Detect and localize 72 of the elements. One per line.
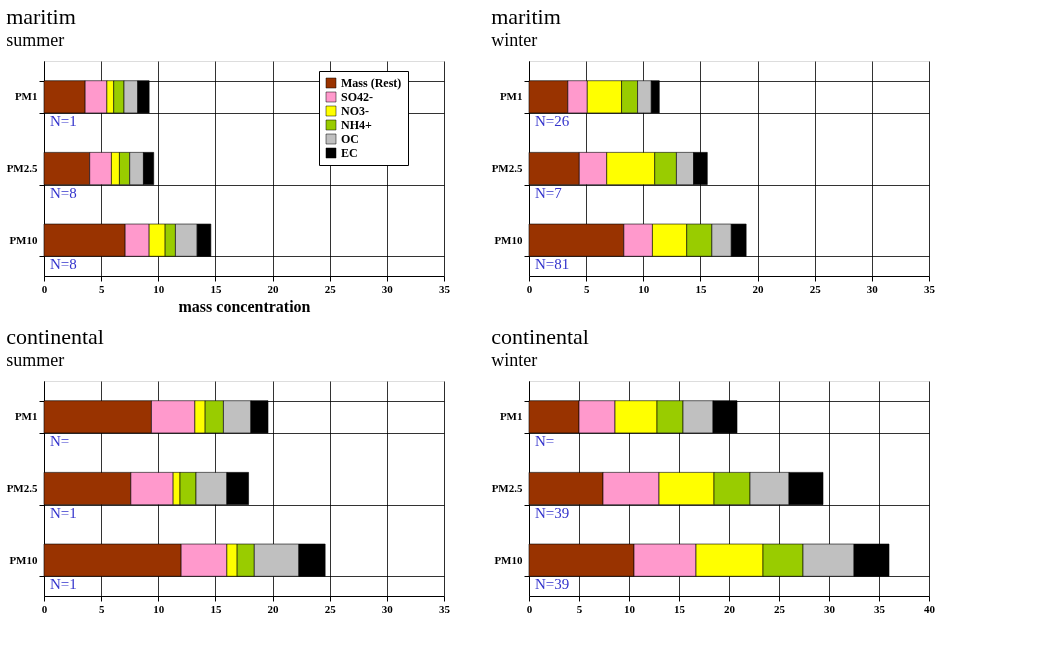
x-tick-label: 30 — [824, 602, 836, 615]
annotation: N=39 — [535, 576, 570, 593]
annotation: N=81 — [535, 256, 570, 273]
y-tick-label: PM10 — [494, 553, 523, 566]
x-tick-label: 15 — [695, 282, 707, 295]
x-tick-label: 15 — [210, 282, 222, 295]
legend-label: EC — [341, 146, 358, 160]
y-tick-label: PM2.5 — [6, 162, 38, 174]
legend-label: Mass (Rest) — [341, 76, 402, 90]
annotation: N= — [50, 432, 70, 449]
x-tick-label: 30 — [866, 282, 879, 295]
annotation: N=8 — [50, 184, 77, 201]
x-tick-label: 40 — [924, 602, 936, 615]
x-tick-label: 10 — [153, 602, 165, 615]
x-tick-label: 5 — [98, 602, 105, 615]
x-tick-label: 35 — [439, 282, 451, 295]
y-tick-label: PM1 — [499, 410, 523, 423]
x-tick-label: 5 — [583, 282, 590, 295]
x-tick-label: 35 — [874, 602, 886, 615]
annotation: N=1 — [50, 576, 77, 593]
annotation: N=26 — [535, 112, 570, 129]
annotation: N=1 — [50, 112, 77, 129]
x-tick-label: 25 — [774, 602, 786, 615]
x-tick-label: 0 — [41, 282, 48, 295]
x-tick-label: 0 — [41, 602, 48, 615]
y-tick-label: PM1 — [499, 90, 523, 103]
y-tick-label: PM10 — [494, 233, 523, 246]
y-tick-label: PM2.5 — [6, 482, 38, 494]
x-tick-label: 20 — [724, 602, 736, 615]
x-tick-label: 35 — [439, 602, 451, 615]
x-tick-label: 0 — [526, 282, 533, 295]
x-tick-label: 20 — [752, 282, 765, 295]
annotation: N= — [535, 432, 555, 449]
x-tick-label: 10 — [624, 602, 636, 615]
x-tick-label: 20 — [267, 602, 280, 615]
chart-title: continental — [491, 324, 589, 349]
x-tick-label: 25 — [809, 282, 822, 295]
legend-label: SO42- — [341, 90, 374, 104]
y-tick-label: PM2.5 — [491, 482, 523, 494]
y-tick-label: PM1 — [14, 90, 38, 103]
y-tick-label: PM10 — [9, 233, 38, 246]
y-tick-label: PM1 — [14, 410, 38, 423]
chart-subtitle: summer — [6, 350, 65, 370]
chart-title: maritim — [6, 4, 76, 29]
x-tick-label: 30 — [381, 282, 394, 295]
x-tick-label: 20 — [267, 282, 280, 295]
legend-label: NH4+ — [341, 118, 372, 132]
annotation: N=1 — [50, 504, 77, 521]
x-tick-label: 35 — [924, 282, 936, 295]
x-tick-label: 25 — [324, 282, 337, 295]
annotation: N=39 — [535, 504, 570, 521]
x-tick-label: 0 — [526, 602, 533, 615]
x-tick-label: 30 — [381, 602, 394, 615]
chart-title: continental — [6, 324, 104, 349]
chart-subtitle: winter — [491, 350, 538, 370]
annotation: N=8 — [50, 256, 77, 273]
x-tick-label: 5 — [576, 602, 583, 615]
x-axis-title: mass concentration — [178, 297, 311, 315]
x-tick-label: 5 — [98, 282, 105, 295]
chart-title: maritim — [491, 4, 561, 29]
y-tick-label: PM2.5 — [491, 162, 523, 174]
chart-subtitle: winter — [491, 30, 538, 50]
x-tick-label: 15 — [210, 602, 222, 615]
chart-subtitle: summer — [6, 30, 65, 50]
x-tick-label: 10 — [153, 282, 165, 295]
x-tick-label: 25 — [324, 602, 337, 615]
annotation: N=7 — [535, 184, 563, 201]
y-tick-label: PM10 — [9, 553, 38, 566]
legend-label: OC — [341, 132, 359, 146]
x-tick-label: 10 — [638, 282, 650, 295]
legend-label: NO3- — [341, 104, 369, 118]
x-tick-label: 15 — [674, 602, 686, 615]
